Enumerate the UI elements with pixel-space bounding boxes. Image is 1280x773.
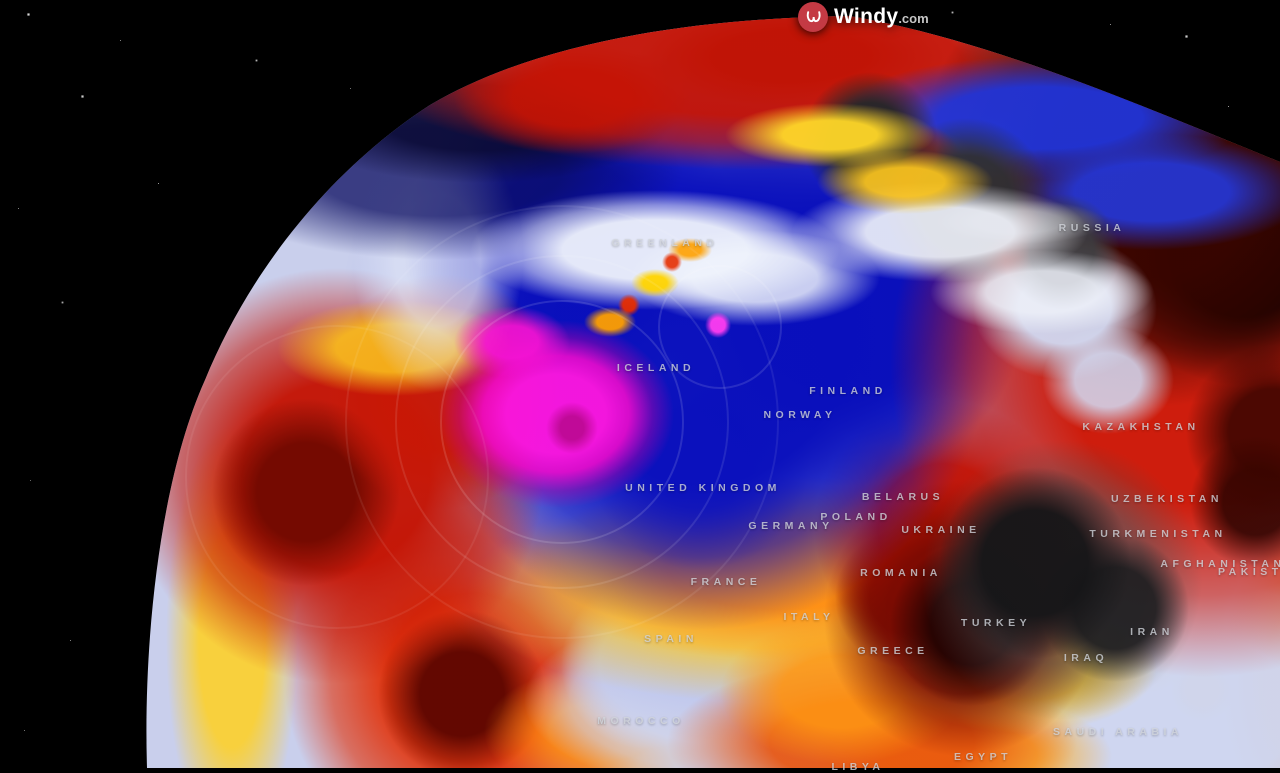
brand-name: Windy <box>834 5 899 28</box>
starfield <box>0 0 1 1</box>
brand-text: Windy .com <box>834 5 929 29</box>
windy-logo[interactable]: Windy .com <box>798 2 929 32</box>
brand-suffix: .com <box>898 11 929 26</box>
wind-streamline-ring <box>658 265 782 389</box>
windy-swirl-icon <box>798 2 828 32</box>
wind-streamline-ring <box>185 325 489 629</box>
